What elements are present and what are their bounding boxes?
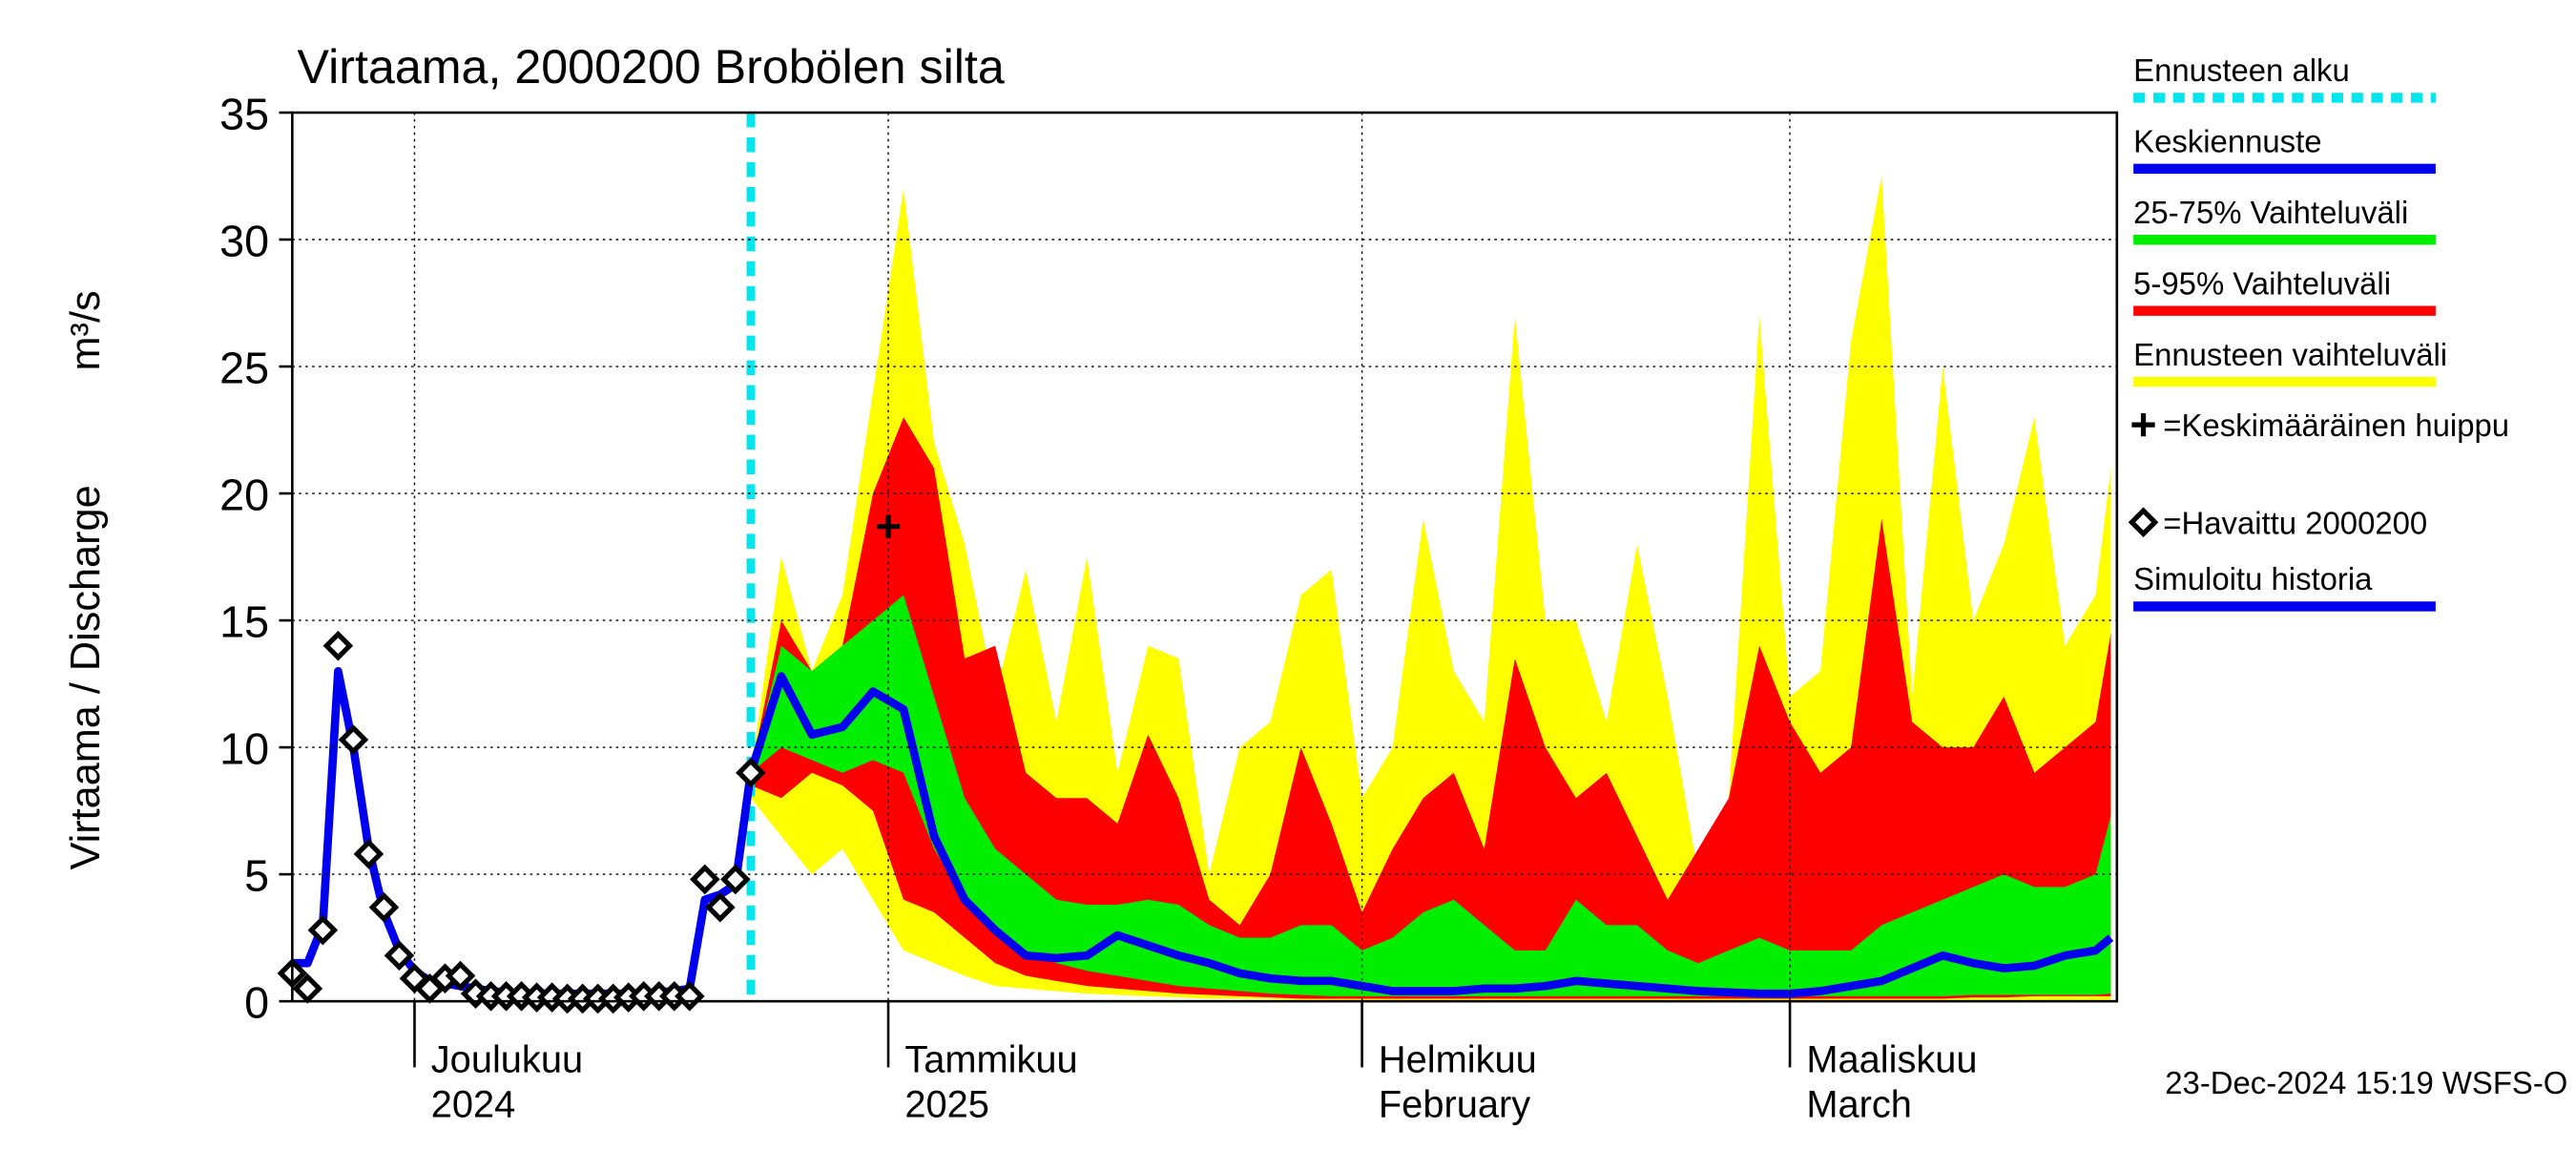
y-tick-label: 35: [219, 89, 269, 138]
y-tick-label: 30: [219, 216, 269, 265]
x-tick-label: Tammikuu: [904, 1039, 1077, 1081]
series-line: [746, 672, 2114, 998]
observed-marker: [353, 839, 384, 869]
observed-marker: [705, 891, 736, 923]
observed-marker: [736, 757, 766, 788]
legend-label: =Keskimääräinen huippu: [2163, 408, 2509, 443]
x-tick-label: Helmikuu: [1379, 1039, 1537, 1081]
chart-title: Virtaama, 2000200 Brobölen silta: [298, 40, 1005, 94]
plot-frame: [291, 111, 2119, 1003]
legend-swatch: [2131, 412, 2155, 437]
range-band: [750, 595, 2111, 996]
legend-label: Ennusteen vaihteluväli: [2133, 337, 2447, 372]
axes: 05101520253035Joulukuu2024Tammikuu2025He…: [219, 89, 2119, 1125]
peak-marker: [876, 514, 901, 538]
x-tick-label: Maaliskuu: [1806, 1039, 1977, 1081]
observed-marker: [445, 960, 476, 992]
timestamp: 23-Dec-2024 15:19 WSFS-O: [2165, 1065, 2567, 1100]
y-tick-label: 5: [244, 850, 269, 900]
plot-area: [292, 112, 2114, 1002]
y-axis-label: Virtaama / Discharge: [63, 485, 109, 869]
range-band: [750, 417, 2111, 999]
y-tick-label: 25: [219, 343, 269, 392]
x-tick-label: Joulukuu: [431, 1039, 583, 1081]
y-tick-label: 15: [219, 596, 269, 646]
y-axis-unit: m³/s: [63, 290, 109, 370]
observed-marker: [720, 864, 751, 895]
observed-marker: [322, 630, 354, 661]
observed-marker: [307, 914, 339, 946]
x-tick-label: March: [1806, 1083, 1912, 1125]
legend-swatch: [2128, 507, 2159, 537]
x-tick-label: 2024: [431, 1083, 516, 1125]
legend: Ennusteen alku Keskiennuste 25-75% Vaihtel…: [2128, 52, 2509, 612]
legend-label: =Havaittu 2000200: [2163, 505, 2427, 540]
observed-marker: [690, 864, 720, 895]
legend-label: Ennusteen alku: [2133, 52, 2350, 88]
y-tick-label: 10: [219, 723, 269, 773]
legend-label: Keskiennuste: [2133, 124, 2321, 159]
observed-marker: [368, 891, 400, 923]
legend-label: 25-75% Vaihteluväli: [2133, 195, 2408, 230]
x-tick-label: February: [1379, 1083, 1530, 1125]
legend-label: Simuloitu historia: [2133, 561, 2373, 596]
y-tick-label: 20: [219, 470, 269, 519]
x-tick-label: 2025: [904, 1083, 989, 1125]
legend-label: 5-95% Vaihteluväli: [2133, 265, 2391, 301]
observed-marker: [384, 940, 415, 972]
y-tick-label: 0: [244, 977, 269, 1027]
observed-marker: [338, 724, 369, 755]
observed-marker: [399, 963, 430, 993]
